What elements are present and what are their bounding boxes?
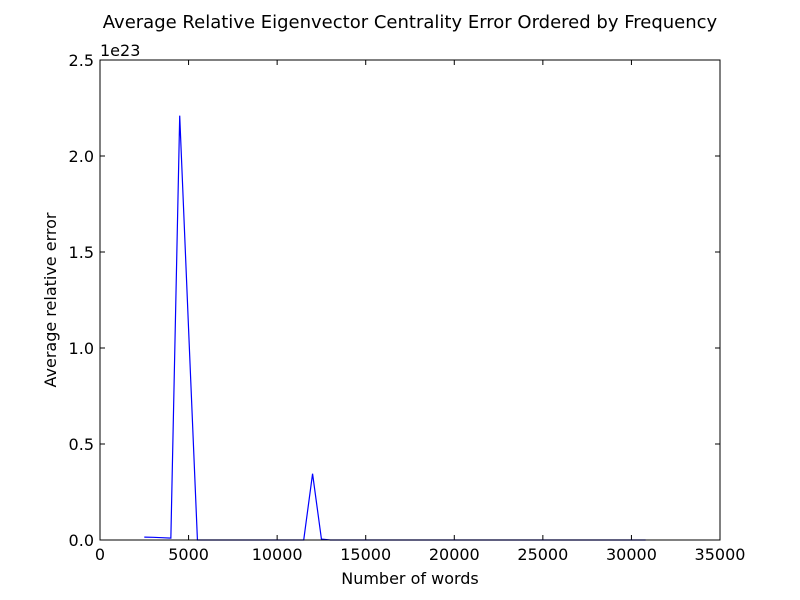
series-line-0 (144, 115, 646, 541)
x-tick-label: 10000 (252, 545, 303, 564)
x-tick-label: 25000 (517, 545, 568, 564)
y-tick-label: 0.0 (69, 531, 94, 550)
series-layer (144, 115, 646, 541)
x-tick-label: 0 (95, 545, 105, 564)
y-tick-label: 0.5 (69, 435, 94, 454)
x-tick-label: 30000 (606, 545, 657, 564)
y-axis-offset-label: 1e23 (100, 41, 140, 60)
y-tick-label: 2.0 (69, 147, 94, 166)
plot-frame (99, 59, 721, 541)
x-tick-label: 15000 (340, 545, 391, 564)
y-tick-label: 1.5 (69, 243, 94, 262)
x-tick-label: 35000 (695, 545, 746, 564)
x-tick-label: 20000 (429, 545, 480, 564)
x-axis-label: Number of words (341, 569, 479, 588)
y-axis-label: Average relative error (41, 212, 60, 387)
x-tick-label: 5000 (168, 545, 209, 564)
y-tick-label: 2.5 (69, 51, 94, 70)
axis-ticks: 0 5000 10000 15000 20000 25000 30000 35000 0.0 0.… (69, 51, 746, 564)
y-tick-label: 1.0 (69, 339, 94, 358)
chart-title: Average Relative Eigenvector Centrality … (103, 12, 718, 33)
